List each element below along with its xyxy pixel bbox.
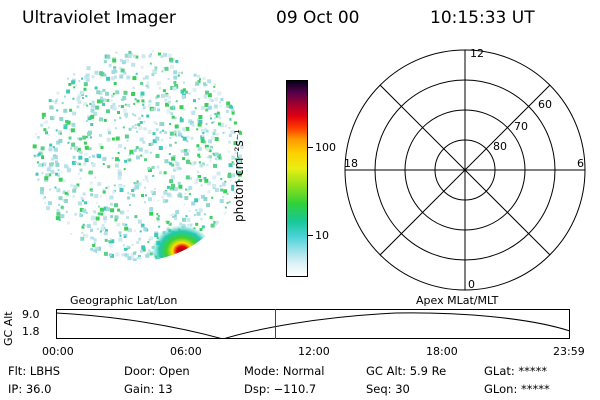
glon-value: GLon: ***** <box>484 382 550 396</box>
timeline-ylabel: GC Alt <box>2 311 15 346</box>
glat-value: GLat: ***** <box>484 364 548 378</box>
colorbar-tick-10: 10 <box>315 229 329 242</box>
mlt-label-0: 0 <box>468 278 475 291</box>
door-value: Door: Open <box>124 364 190 378</box>
mlt-label-6: 6 <box>577 157 584 170</box>
timeline-plot <box>56 309 570 339</box>
xtick-1800: 18:00 <box>426 345 458 358</box>
polar-grid <box>344 49 586 291</box>
colorbar <box>286 80 308 277</box>
mode-value: Mode: Normal <box>244 364 325 378</box>
xtick-0000: 00:00 <box>42 345 74 358</box>
timeline-right-title: Apex MLat/MLT <box>416 294 499 307</box>
timeline-left-title: Geographic Lat/Lon <box>70 294 178 307</box>
gc-alt-value: GC Alt: 5.9 Re <box>366 364 447 378</box>
lat-label-70: 70 <box>514 120 528 133</box>
gain-value: Gain: 13 <box>124 382 173 396</box>
uv-image-pixels <box>30 47 244 261</box>
mlt-label-12: 12 <box>470 47 484 60</box>
lat-label-60: 60 <box>538 98 552 111</box>
ip-value: IP: 36.0 <box>8 382 52 396</box>
altitude-curve <box>56 312 570 339</box>
dsp-value: Dsp: −110.7 <box>244 382 317 396</box>
xtick-1200: 12:00 <box>298 345 330 358</box>
xtick-0600: 06:00 <box>170 345 202 358</box>
filter-value: Flt: LBHS <box>8 364 61 378</box>
image-date: 09 Oct 00 <box>276 8 360 28</box>
instrument-title: Ultraviolet Imager <box>22 8 176 28</box>
colorbar-tick-100: 100 <box>315 141 336 154</box>
seq-value: Seq: 30 <box>366 382 410 396</box>
colorbar-unit-label: photon cm⁻²s⁻¹ <box>232 129 246 222</box>
uv-image-disk <box>30 47 244 261</box>
image-time: 10:15:33 UT <box>430 8 535 28</box>
mlt-label-18: 18 <box>344 157 358 170</box>
xtick-2359: 23:59 <box>553 345 585 358</box>
lat-label-80: 80 <box>493 140 507 153</box>
ytick-high: 9.0 <box>22 308 40 321</box>
ytick-low: 1.8 <box>22 325 40 338</box>
